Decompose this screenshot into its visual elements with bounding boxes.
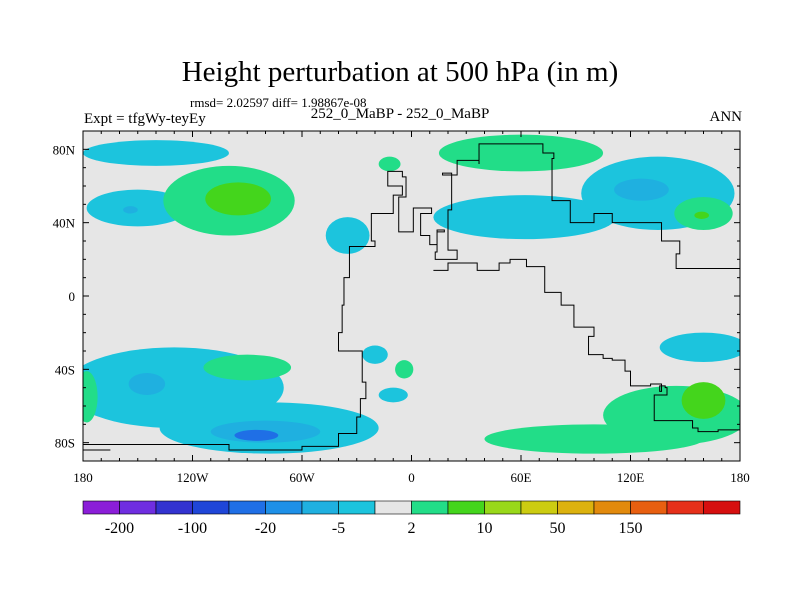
colorbar-box-8 — [374, 500, 412, 515]
season-label: ANN — [709, 109, 743, 125]
contour-region-18 — [203, 354, 292, 381]
x-tick-label-4: 60E — [511, 470, 532, 485]
y-tick-label-2: 0 — [69, 289, 76, 304]
contour-region-17 — [234, 429, 279, 441]
contour-region-25 — [484, 424, 704, 454]
experiment-label: Expt = tfgWy-teyEy — [84, 111, 206, 127]
x-tick-label-0: 180 — [73, 470, 93, 485]
contour-region-6 — [325, 217, 370, 254]
rmsd-diff-stats: rmsd= 2.02597 diff= 1.98867e-08 — [190, 95, 367, 110]
colorbar-box-17 — [703, 500, 741, 515]
colorbar-label-1: -100 — [178, 520, 207, 537]
y-tick-label-0: 80N — [53, 142, 76, 157]
coastline-1 — [433, 258, 740, 433]
colorbar-box-2 — [155, 500, 193, 515]
colorbar-box-1 — [119, 500, 157, 515]
contour-region-4 — [205, 182, 271, 216]
contour-region-1 — [86, 189, 189, 227]
coastline-0 — [83, 143, 740, 451]
colorbar-label-5: 10 — [477, 520, 493, 537]
coastline-layer — [83, 143, 740, 451]
colorbar-box-14 — [593, 500, 631, 515]
contour-region-26 — [83, 371, 98, 423]
contour-region-24 — [681, 382, 726, 419]
contour-region-10 — [614, 178, 669, 201]
plot-title: Height perturbation at 500 hPa (in m) — [181, 56, 619, 88]
colorbar-label-0: -200 — [105, 520, 134, 537]
contour-region-12 — [694, 211, 709, 219]
contour-region-7 — [438, 134, 604, 172]
contour-region-5 — [378, 156, 401, 172]
x-tick-label-2: 60W — [289, 470, 315, 485]
x-tick-label-1: 120W — [177, 470, 210, 485]
colorbar-label-6: 50 — [550, 520, 566, 537]
x-tick-label-3: 0 — [408, 470, 415, 485]
colorbar-box-16 — [666, 500, 704, 515]
contour-region-2 — [123, 206, 138, 214]
colorbar-label-2: -20 — [255, 520, 276, 537]
contour-region-21 — [395, 360, 414, 379]
colorbar-box-12 — [520, 500, 558, 515]
contour-region-19 — [362, 345, 388, 364]
contour-region-20 — [378, 387, 408, 403]
colorbar-label-3: -5 — [332, 520, 345, 537]
x-tick-label-6: 180 — [730, 470, 750, 485]
colorbar-box-7 — [338, 500, 376, 515]
contour-region-0 — [83, 140, 229, 166]
colorbar-box-5 — [265, 500, 303, 515]
comparison-label: 252_0_MaBP - 252_0_MaBP — [310, 106, 490, 122]
colorbar-box-3 — [192, 500, 230, 515]
y-tick-label-1: 40N — [53, 216, 76, 231]
colorbar-box-0 — [82, 500, 120, 515]
colorbar-box-10 — [447, 500, 485, 515]
colorbar: -200 -100 -20 -5 2 10 50 150 — [82, 500, 741, 537]
contour-region-15 — [128, 373, 166, 395]
colorbar-box-13 — [557, 500, 595, 515]
contour-fill-layer — [83, 134, 740, 454]
contour-region-22 — [659, 332, 740, 362]
colorbar-box-15 — [630, 500, 668, 515]
colorbar-label-7: 150 — [619, 520, 643, 537]
y-tick-label-3: 40S — [55, 362, 75, 377]
colorbar-label-4: 2 — [408, 520, 416, 537]
colorbar-box-4 — [228, 500, 266, 515]
colorbar-box-11 — [484, 500, 522, 515]
axis-ticks: 180 120W 60W 0 60E 120E 180 80N 40N 0 40S 80S — [53, 131, 750, 485]
x-tick-label-5: 120E — [617, 470, 645, 485]
colorbar-box-6 — [301, 500, 339, 515]
y-tick-label-4: 80S — [55, 436, 75, 451]
colorbar-box-9 — [411, 500, 449, 515]
